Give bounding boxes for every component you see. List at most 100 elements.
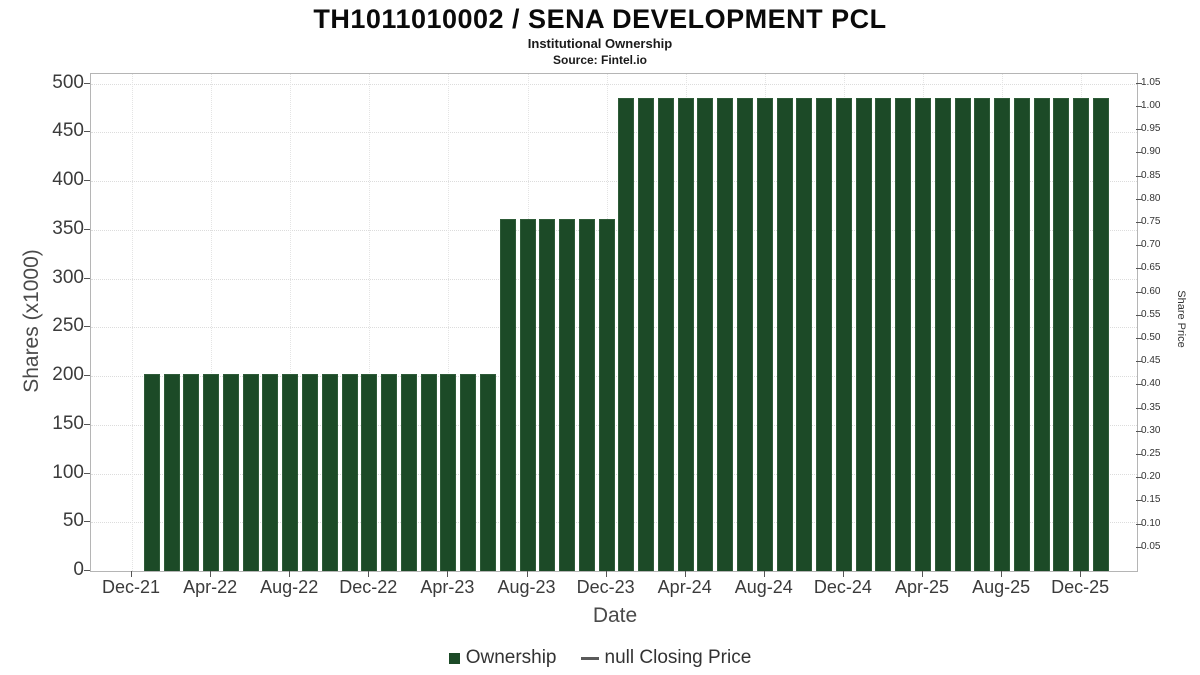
ownership-bar (835, 98, 852, 571)
y-axis-tick-label-right: 0.40 (1141, 378, 1161, 390)
ownership-bar (420, 374, 437, 571)
ownership-bar (974, 98, 991, 571)
y-axis-tick-mark-right (1136, 523, 1142, 525)
y-axis-tick-mark-left (84, 423, 90, 425)
ownership-bar (776, 98, 793, 571)
y-axis-tick-mark-right (1136, 221, 1142, 223)
ownership-bar (519, 219, 536, 571)
y-axis-tick-mark-left (84, 131, 90, 133)
ownership-bar (163, 374, 180, 571)
y-axis-tick-mark-left (84, 472, 90, 474)
y-axis-tick-label-right: 0.65 (1141, 262, 1161, 274)
ownership-bar (756, 98, 773, 571)
x-axis-tick-label: Apr-23 (420, 577, 475, 597)
chart-subtitle: Institutional Ownership (527, 36, 673, 51)
x-axis-tick-mark (289, 571, 291, 577)
y-axis-tick-mark-left (84, 521, 90, 523)
ownership-bar (657, 98, 674, 571)
x-axis-title: Date (592, 604, 638, 627)
y-axis-tick-label-right: 0.15 (1141, 494, 1161, 506)
ownership-bar (1073, 98, 1090, 571)
x-axis-tick-mark (922, 571, 923, 577)
y-axis-tick-label-right: 0.95 (1141, 123, 1161, 135)
ownership-bar (559, 219, 576, 571)
ownership-bar (934, 98, 951, 571)
closing-price-dash-icon (580, 656, 599, 660)
ownership-bar (855, 98, 872, 571)
ownership-bar (895, 98, 912, 571)
ownership-bar (183, 374, 200, 571)
ownership-bar (440, 374, 457, 571)
ownership-bar (598, 219, 615, 571)
y-axis-tick-label-right: 0.05 (1141, 540, 1161, 552)
ownership-bar (282, 374, 299, 571)
y-axis-tick-mark-left (84, 228, 90, 230)
chart-source: Source: Fintel.io (552, 53, 647, 67)
ownership-bar (1033, 98, 1050, 571)
y-axis-tick-mark-left (84, 277, 90, 279)
y-axis-tick-label-left: 350 (52, 217, 84, 239)
y-axis-tick-mark-right (1136, 129, 1142, 131)
x-axis-tick-label: Aug-22 (260, 577, 319, 597)
y-axis-tick-mark-right (1136, 430, 1142, 432)
y-axis-tick-mark-left (84, 180, 90, 182)
x-axis-tick-label: Dec-21 (101, 577, 161, 597)
ownership-bar (301, 374, 318, 571)
y-axis-tick-label-left: 250 (52, 315, 84, 337)
y-axis-tick-label-left: 450 (52, 120, 84, 142)
ownership-bar (816, 98, 833, 571)
y-axis-tick-label-right: 1.05 (1141, 76, 1161, 88)
y-axis-tick-mark-left (84, 82, 90, 84)
y-axis-tick-label-right: 0.60 (1141, 285, 1161, 297)
ownership-bar (1092, 98, 1109, 571)
y-axis-tick-mark-right (1136, 453, 1142, 455)
y-axis-tick-mark-right (1136, 268, 1142, 270)
y-axis-tick-mark-right (1136, 314, 1142, 316)
y-axis-tick-mark-right (1136, 361, 1142, 363)
y-axis-tick-mark-right (1136, 477, 1142, 479)
x-axis-tick-mark (605, 571, 607, 577)
y-axis-tick-label-right: 0.55 (1141, 308, 1161, 320)
y-axis-tick-mark-right (1136, 105, 1142, 107)
y-axis-tick-label-right: 0.45 (1141, 355, 1161, 367)
y-axis-tick-label-left: 100 (52, 461, 84, 483)
plot-area (90, 73, 1138, 572)
ownership-bar (381, 374, 398, 571)
y-axis-tick-mark-left (84, 326, 90, 328)
gridline-horizontal (91, 132, 1137, 134)
x-axis-tick-label: Apr-22 (183, 577, 238, 597)
y-axis-tick-label-left: 50 (62, 510, 84, 532)
ownership-bar (796, 98, 813, 571)
gridline-vertical (369, 74, 371, 571)
legend-label-closing-price: null Closing Price (604, 647, 752, 668)
legend: Ownership null Closing Price (0, 645, 1200, 671)
ownership-bar (222, 374, 239, 571)
gridline-vertical (211, 74, 213, 571)
y-axis-tick-label-right: 0.85 (1141, 169, 1161, 181)
y-axis-tick-mark-right (1136, 245, 1142, 247)
ownership-bar (143, 374, 160, 571)
y-axis-tick-label-right: 0.10 (1141, 517, 1161, 529)
y-axis-tick-label-right: 0.30 (1141, 424, 1161, 436)
x-axis-tick-label: Apr-24 (657, 577, 712, 597)
x-axis-tick-mark (447, 571, 449, 577)
ownership-bar (400, 374, 417, 571)
x-axis-tick-mark (210, 571, 212, 577)
y-axis-tick-label-right: 0.35 (1141, 401, 1161, 413)
x-axis-tick-label: Dec-25 (1051, 577, 1110, 597)
ownership-square-icon (448, 652, 460, 664)
x-axis-tick-mark (842, 571, 844, 577)
y-axis-tick-label-right: 0.75 (1141, 215, 1161, 227)
ownership-bar (1013, 98, 1030, 571)
x-axis-tick-mark (763, 571, 765, 577)
ownership-bar (262, 374, 279, 571)
ownership-bar (994, 98, 1011, 571)
y-axis-tick-label-left: 200 (52, 364, 84, 386)
ownership-bar (737, 98, 754, 571)
ownership-bar (915, 98, 931, 571)
y-axis-tick-mark-right (1136, 384, 1142, 386)
chart-title: TH1011010002 / SENA DEVELOPMENT PCL (313, 4, 887, 34)
ownership-bar (677, 98, 694, 571)
ownership-bar (321, 374, 338, 571)
y-axis-tick-label-right: 0.90 (1141, 146, 1161, 158)
